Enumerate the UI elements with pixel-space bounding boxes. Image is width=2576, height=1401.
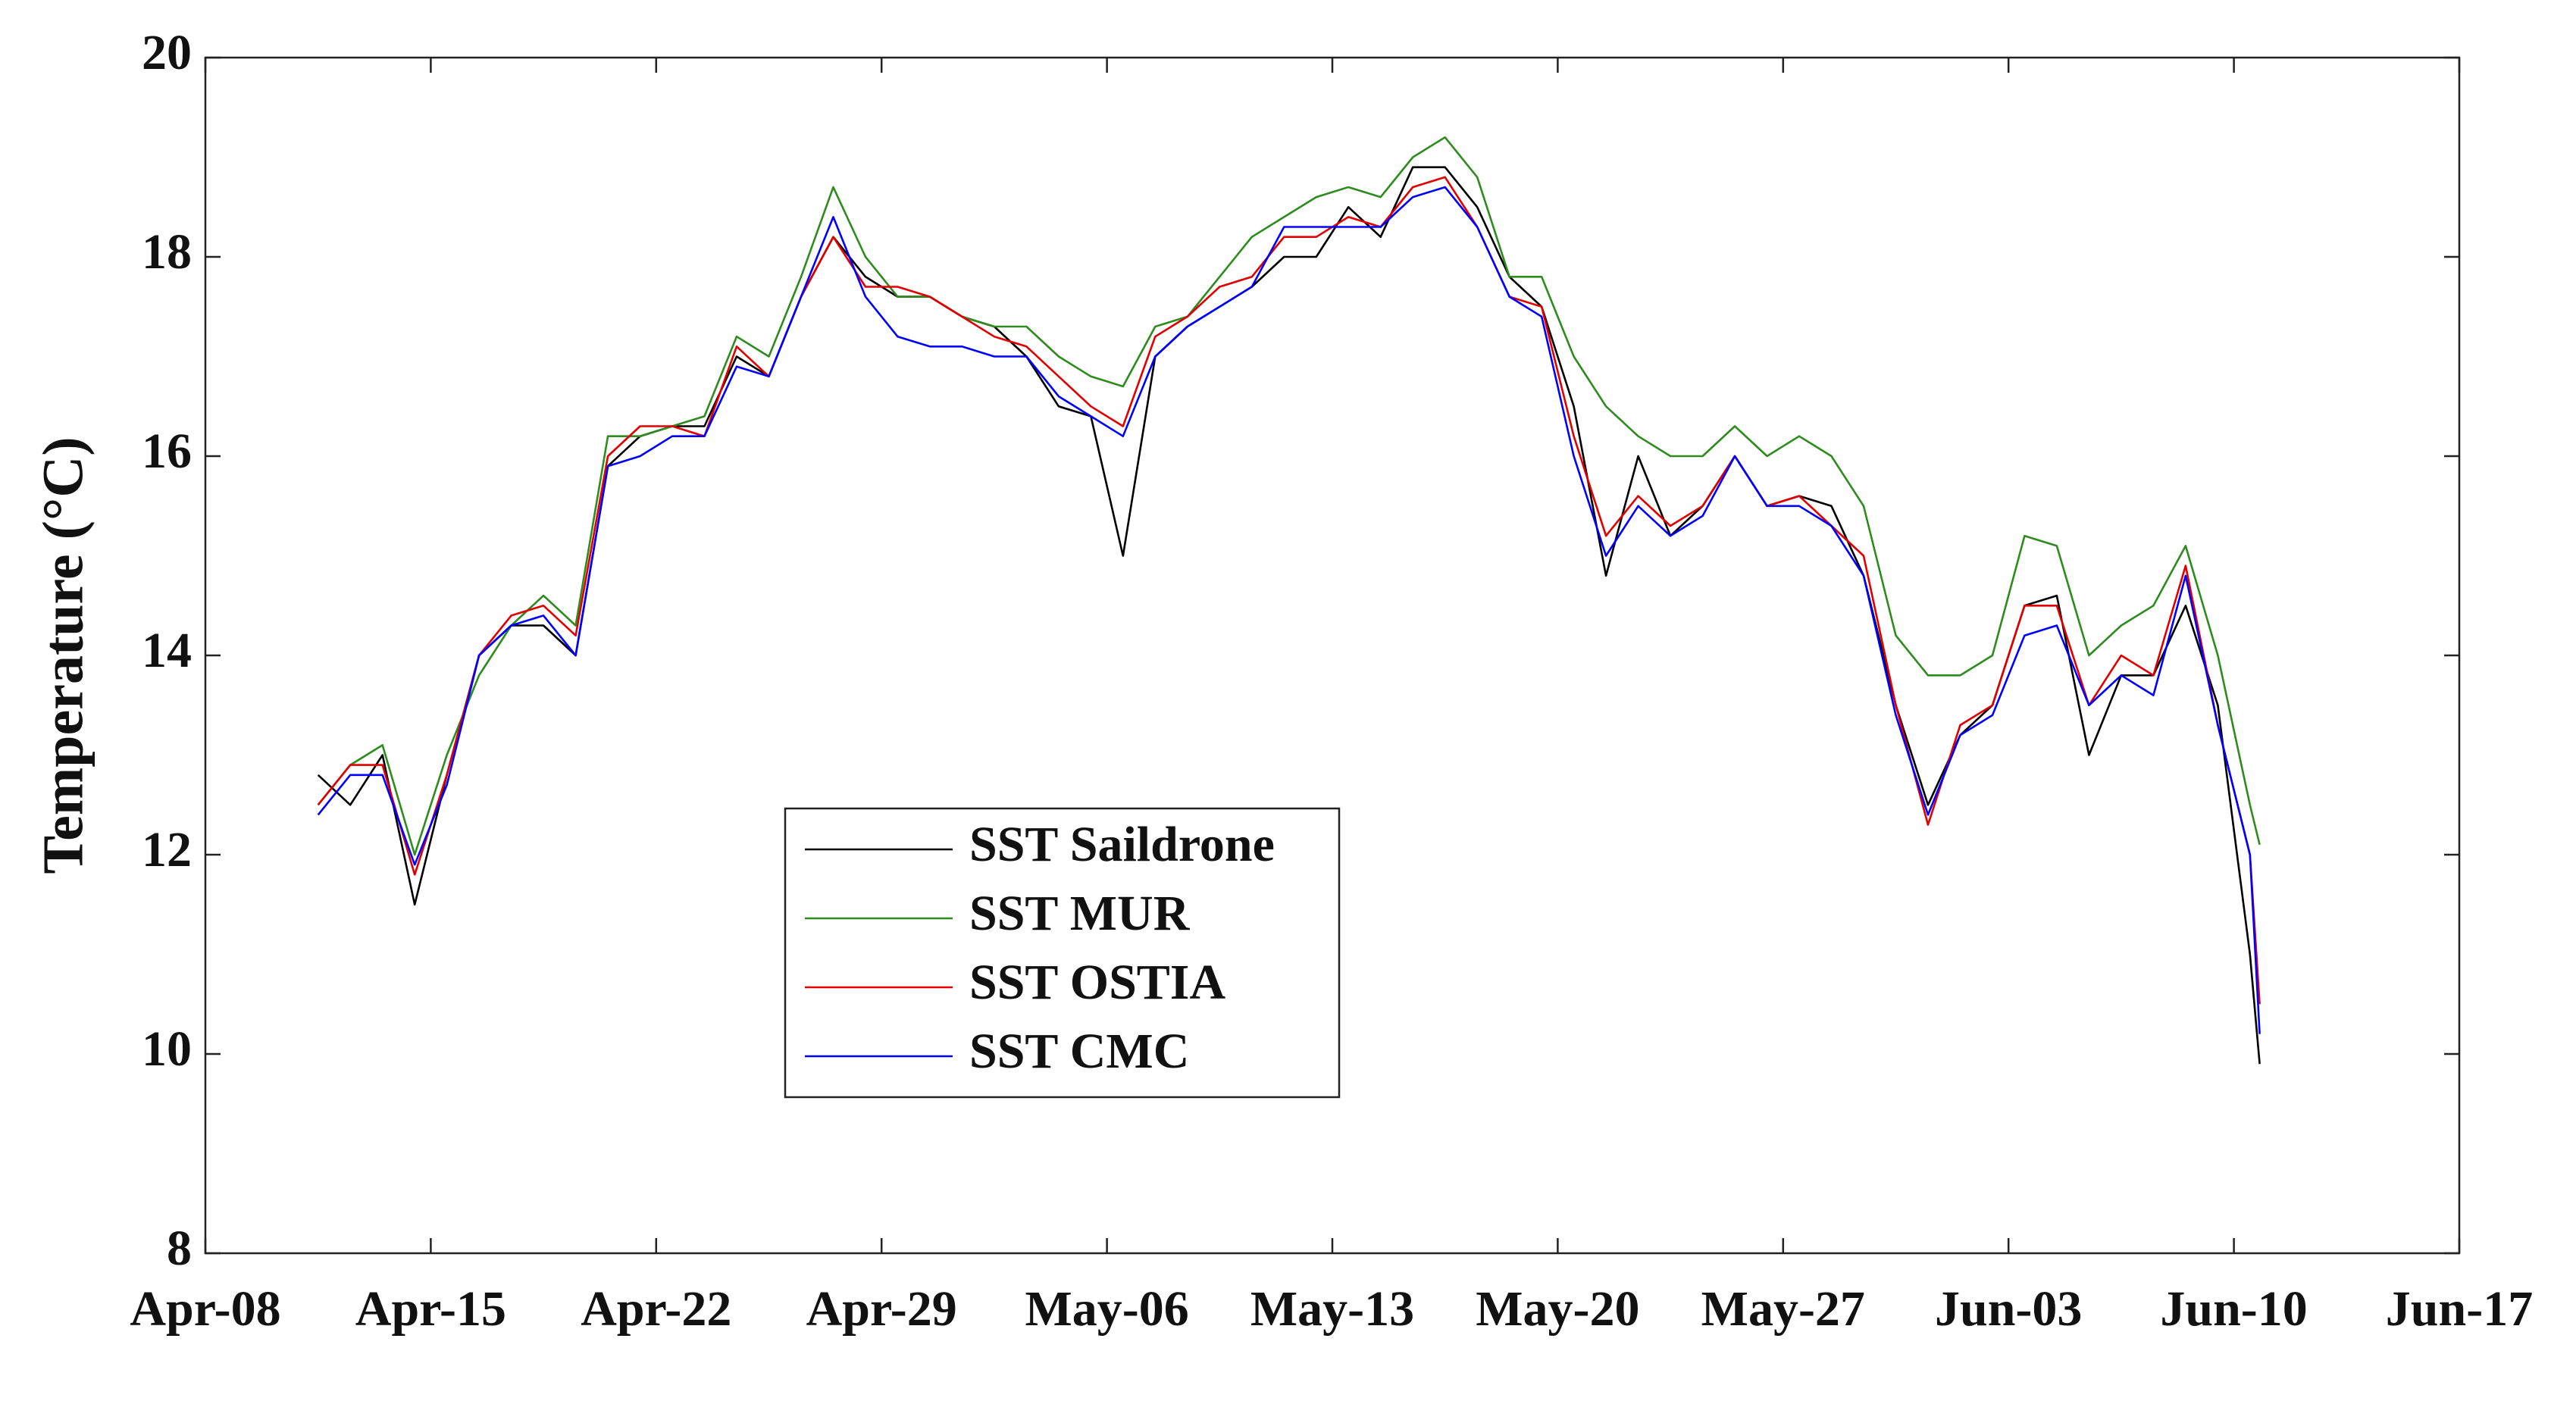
x-tick-label: Jun-03 bbox=[1935, 1281, 2082, 1337]
legend-box bbox=[784, 807, 1341, 1099]
legend-label: SST MUR bbox=[969, 886, 1191, 941]
series-line bbox=[317, 176, 2261, 1005]
x-tick-label: May-06 bbox=[1025, 1281, 1188, 1337]
legend-label: SST CMC bbox=[969, 1024, 1189, 1079]
x-tick-label: Apr-08 bbox=[130, 1281, 280, 1337]
legend-label: SST OSTIA bbox=[969, 955, 1225, 1010]
y-tick-label: 10 bbox=[142, 1021, 192, 1077]
x-tick-label: May-27 bbox=[1701, 1281, 1865, 1337]
y-axis-label: Temperature (°C) bbox=[31, 436, 95, 874]
y-tick-label: 12 bbox=[142, 822, 192, 877]
x-tick-label: Apr-29 bbox=[806, 1281, 957, 1337]
x-tick-label: May-13 bbox=[1250, 1281, 1414, 1337]
x-tick-label: Apr-15 bbox=[355, 1281, 506, 1337]
legend-label: SST Saildrone bbox=[969, 817, 1275, 872]
x-tick-label: Jun-17 bbox=[2386, 1281, 2533, 1337]
y-tick-label: 14 bbox=[142, 623, 192, 678]
x-tick-label: Apr-22 bbox=[581, 1281, 731, 1337]
series-line bbox=[317, 136, 2261, 856]
series-line bbox=[317, 186, 2261, 1034]
x-tick-label: May-20 bbox=[1476, 1281, 1639, 1337]
y-tick-label: 8 bbox=[167, 1221, 192, 1276]
y-tick-label: 18 bbox=[142, 224, 192, 280]
x-tick-label: Jun-10 bbox=[2160, 1281, 2307, 1337]
y-tick-label: 20 bbox=[142, 25, 192, 80]
y-tick-label: 16 bbox=[142, 424, 192, 479]
